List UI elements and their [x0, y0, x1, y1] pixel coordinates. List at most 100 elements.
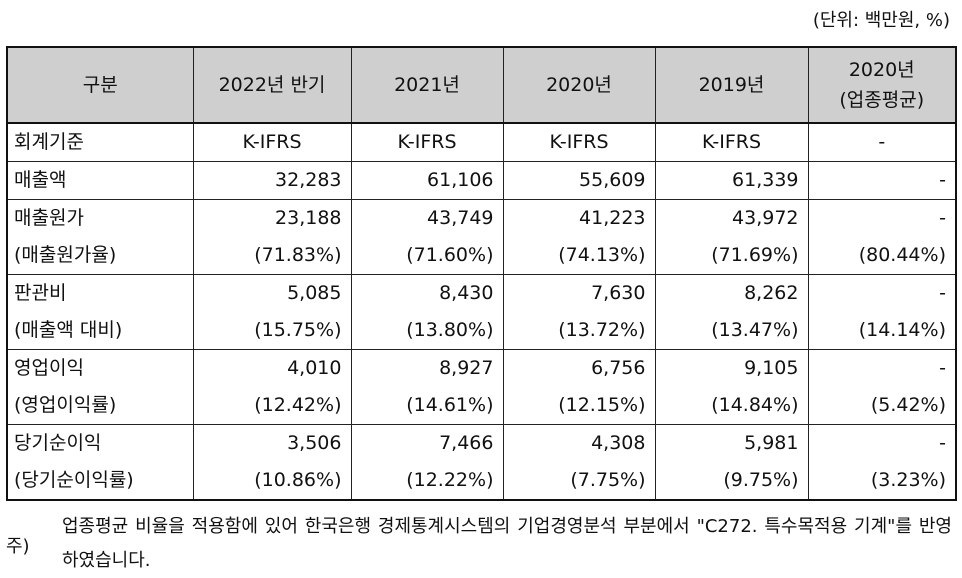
- cell-ratio: (5.42%): [870, 394, 946, 416]
- cell-ratio: (9.75%): [723, 469, 799, 491]
- header-industry-year: 2020년: [848, 59, 915, 81]
- cell-ratio: (15.75%): [254, 319, 342, 341]
- table-cell: 3,506 (10.86%): [192, 424, 352, 501]
- table-cell: 8,262 (13.47%): [654, 274, 809, 350]
- table-cell: - (3.23%): [807, 424, 957, 501]
- header-2020: 2020년: [502, 46, 656, 124]
- row-label-main: 매출액: [14, 169, 67, 191]
- cell-ratio: (3.23%): [870, 469, 946, 491]
- table-cell: K-IFRS: [502, 122, 656, 162]
- cell-ratio: (12.15%): [558, 394, 646, 416]
- row-label-main: 당기순이익: [14, 432, 102, 454]
- cell-value: 8,430: [439, 282, 494, 304]
- cell-value: -: [939, 282, 946, 304]
- row-label-sub: (매출원가율): [14, 244, 117, 266]
- table-row: 영업이익 (영업이익률) 4,010 (12.42%) 8,927 (14.61%) 6,7…: [6, 349, 957, 425]
- cell-ratio: (13.72%): [558, 319, 646, 341]
- table-row: 회계기준 K-IFRS K-IFRS K-IFRS K-IFRS -: [6, 122, 957, 162]
- row-label-sub: (당기순이익률): [14, 469, 134, 491]
- table-cell: 41,223 (74.13%): [502, 199, 656, 275]
- header-2019: 2019년: [654, 46, 809, 124]
- header-2021: 2021년: [350, 46, 504, 124]
- table-cell: 4,308 (7.75%): [502, 424, 656, 501]
- table-cell: 5,085 (15.75%): [192, 274, 352, 350]
- table-cell: 61,339: [654, 161, 809, 200]
- cell-value: 3,506: [287, 432, 342, 454]
- row-label-sub: (매출액 대비): [14, 319, 123, 341]
- header-industry-label: (업종평균): [839, 89, 925, 111]
- table-header-row: 구분 2022년 반기 2021년 2020년 2019년 2020년 (업종평…: [6, 46, 957, 124]
- table-cell: - (80.44%): [807, 199, 957, 275]
- cell-value: 8,927: [439, 357, 494, 379]
- cell-value: -: [939, 207, 946, 229]
- table-cell: 43,972 (71.69%): [654, 199, 809, 275]
- table-cell: - (14.14%): [807, 274, 957, 350]
- table-cell: 6,756 (12.15%): [502, 349, 656, 425]
- row-label: 판관비 (매출액 대비): [6, 274, 194, 350]
- footnote-text: 업종평균 비율을 적용함에 있어 한국은행 경제통계시스템의 기업경영분석 부분…: [62, 516, 952, 571]
- row-label: 영업이익 (영업이익률): [6, 349, 194, 425]
- table-cell: - (5.42%): [807, 349, 957, 425]
- table-cell: 8,430 (13.80%): [350, 274, 504, 350]
- row-label-main: 매출원가: [14, 207, 84, 229]
- table-row: 매출원가 (매출원가율) 23,188 (71.83%) 43,749 (71.60%) 4…: [6, 199, 957, 275]
- table-cell: 5,981 (9.75%): [654, 424, 809, 501]
- cell-value: -: [939, 357, 946, 379]
- cell-value: K-IFRS: [701, 131, 762, 153]
- cell-ratio: (12.22%): [406, 469, 494, 491]
- cell-value: 4,308: [591, 432, 646, 454]
- cell-value: K-IFRS: [397, 131, 457, 153]
- footnote-mark: 주): [6, 536, 30, 557]
- cell-value: 43,972: [732, 207, 799, 229]
- row-label: 당기순이익 (당기순이익률): [6, 424, 194, 501]
- table-cell: 4,010 (12.42%): [192, 349, 352, 425]
- cell-value: 5,981: [744, 432, 799, 454]
- table-cell: K-IFRS: [654, 122, 809, 162]
- cell-value: 9,105: [744, 357, 799, 379]
- row-label: 매출액: [6, 161, 194, 200]
- financial-table: 구분 2022년 반기 2021년 2020년 2019년 2020년 (업종평…: [6, 46, 957, 501]
- cell-ratio: (12.42%): [254, 394, 342, 416]
- cell-value: K-IFRS: [242, 131, 302, 153]
- cell-ratio: (13.80%): [406, 319, 494, 341]
- header-2022-half: 2022년 반기: [192, 46, 352, 124]
- cell-value: 61,339: [732, 169, 799, 191]
- row-label-sub: (영업이익률): [14, 394, 117, 416]
- cell-ratio: (14.14%): [858, 319, 946, 341]
- cell-ratio: (13.47%): [711, 319, 799, 341]
- cell-value: 8,262: [744, 282, 799, 304]
- cell-ratio: (71.69%): [711, 244, 799, 266]
- cell-value: K-IFRS: [549, 131, 609, 153]
- cell-ratio: (71.83%): [254, 244, 342, 266]
- cell-ratio: (14.84%): [711, 394, 799, 416]
- cell-value: 32,283: [275, 169, 342, 191]
- cell-value: -: [939, 432, 946, 454]
- cell-value: -: [878, 131, 886, 153]
- table-cell: -: [807, 161, 957, 200]
- table-row: 당기순이익 (당기순이익률) 3,506 (10.86%) 7,466 (12.22%) 4…: [6, 424, 957, 501]
- table-cell: K-IFRS: [192, 122, 352, 162]
- cell-value: 6,756: [591, 357, 646, 379]
- row-label-main: 영업이익: [14, 357, 84, 379]
- table-cell: 61,106: [350, 161, 504, 200]
- table-cell: 43,749 (71.60%): [350, 199, 504, 275]
- cell-ratio: (10.86%): [254, 469, 342, 491]
- unit-label: (단위: 백만원, %): [812, 10, 950, 31]
- cell-ratio: (80.44%): [858, 244, 946, 266]
- cell-value: 7,630: [591, 282, 646, 304]
- row-label-main: 판관비: [14, 282, 67, 304]
- cell-value: 61,106: [427, 169, 494, 191]
- row-label-main: 회계기준: [14, 131, 84, 153]
- cell-value: -: [939, 169, 946, 191]
- table-cell: 9,105 (14.84%): [654, 349, 809, 425]
- cell-value: 5,085: [287, 282, 342, 304]
- row-label: 매출원가 (매출원가율): [6, 199, 194, 275]
- table-cell: 32,283: [192, 161, 352, 200]
- table-cell: 23,188 (71.83%): [192, 199, 352, 275]
- cell-value: 41,223: [579, 207, 646, 229]
- cell-value: 55,609: [579, 169, 646, 191]
- cell-value: 43,749: [427, 207, 494, 229]
- table-cell: 7,466 (12.22%): [350, 424, 504, 501]
- cell-ratio: (71.60%): [406, 244, 494, 266]
- table-row: 매출액 32,283 61,106 55,609 61,339 -: [6, 161, 957, 200]
